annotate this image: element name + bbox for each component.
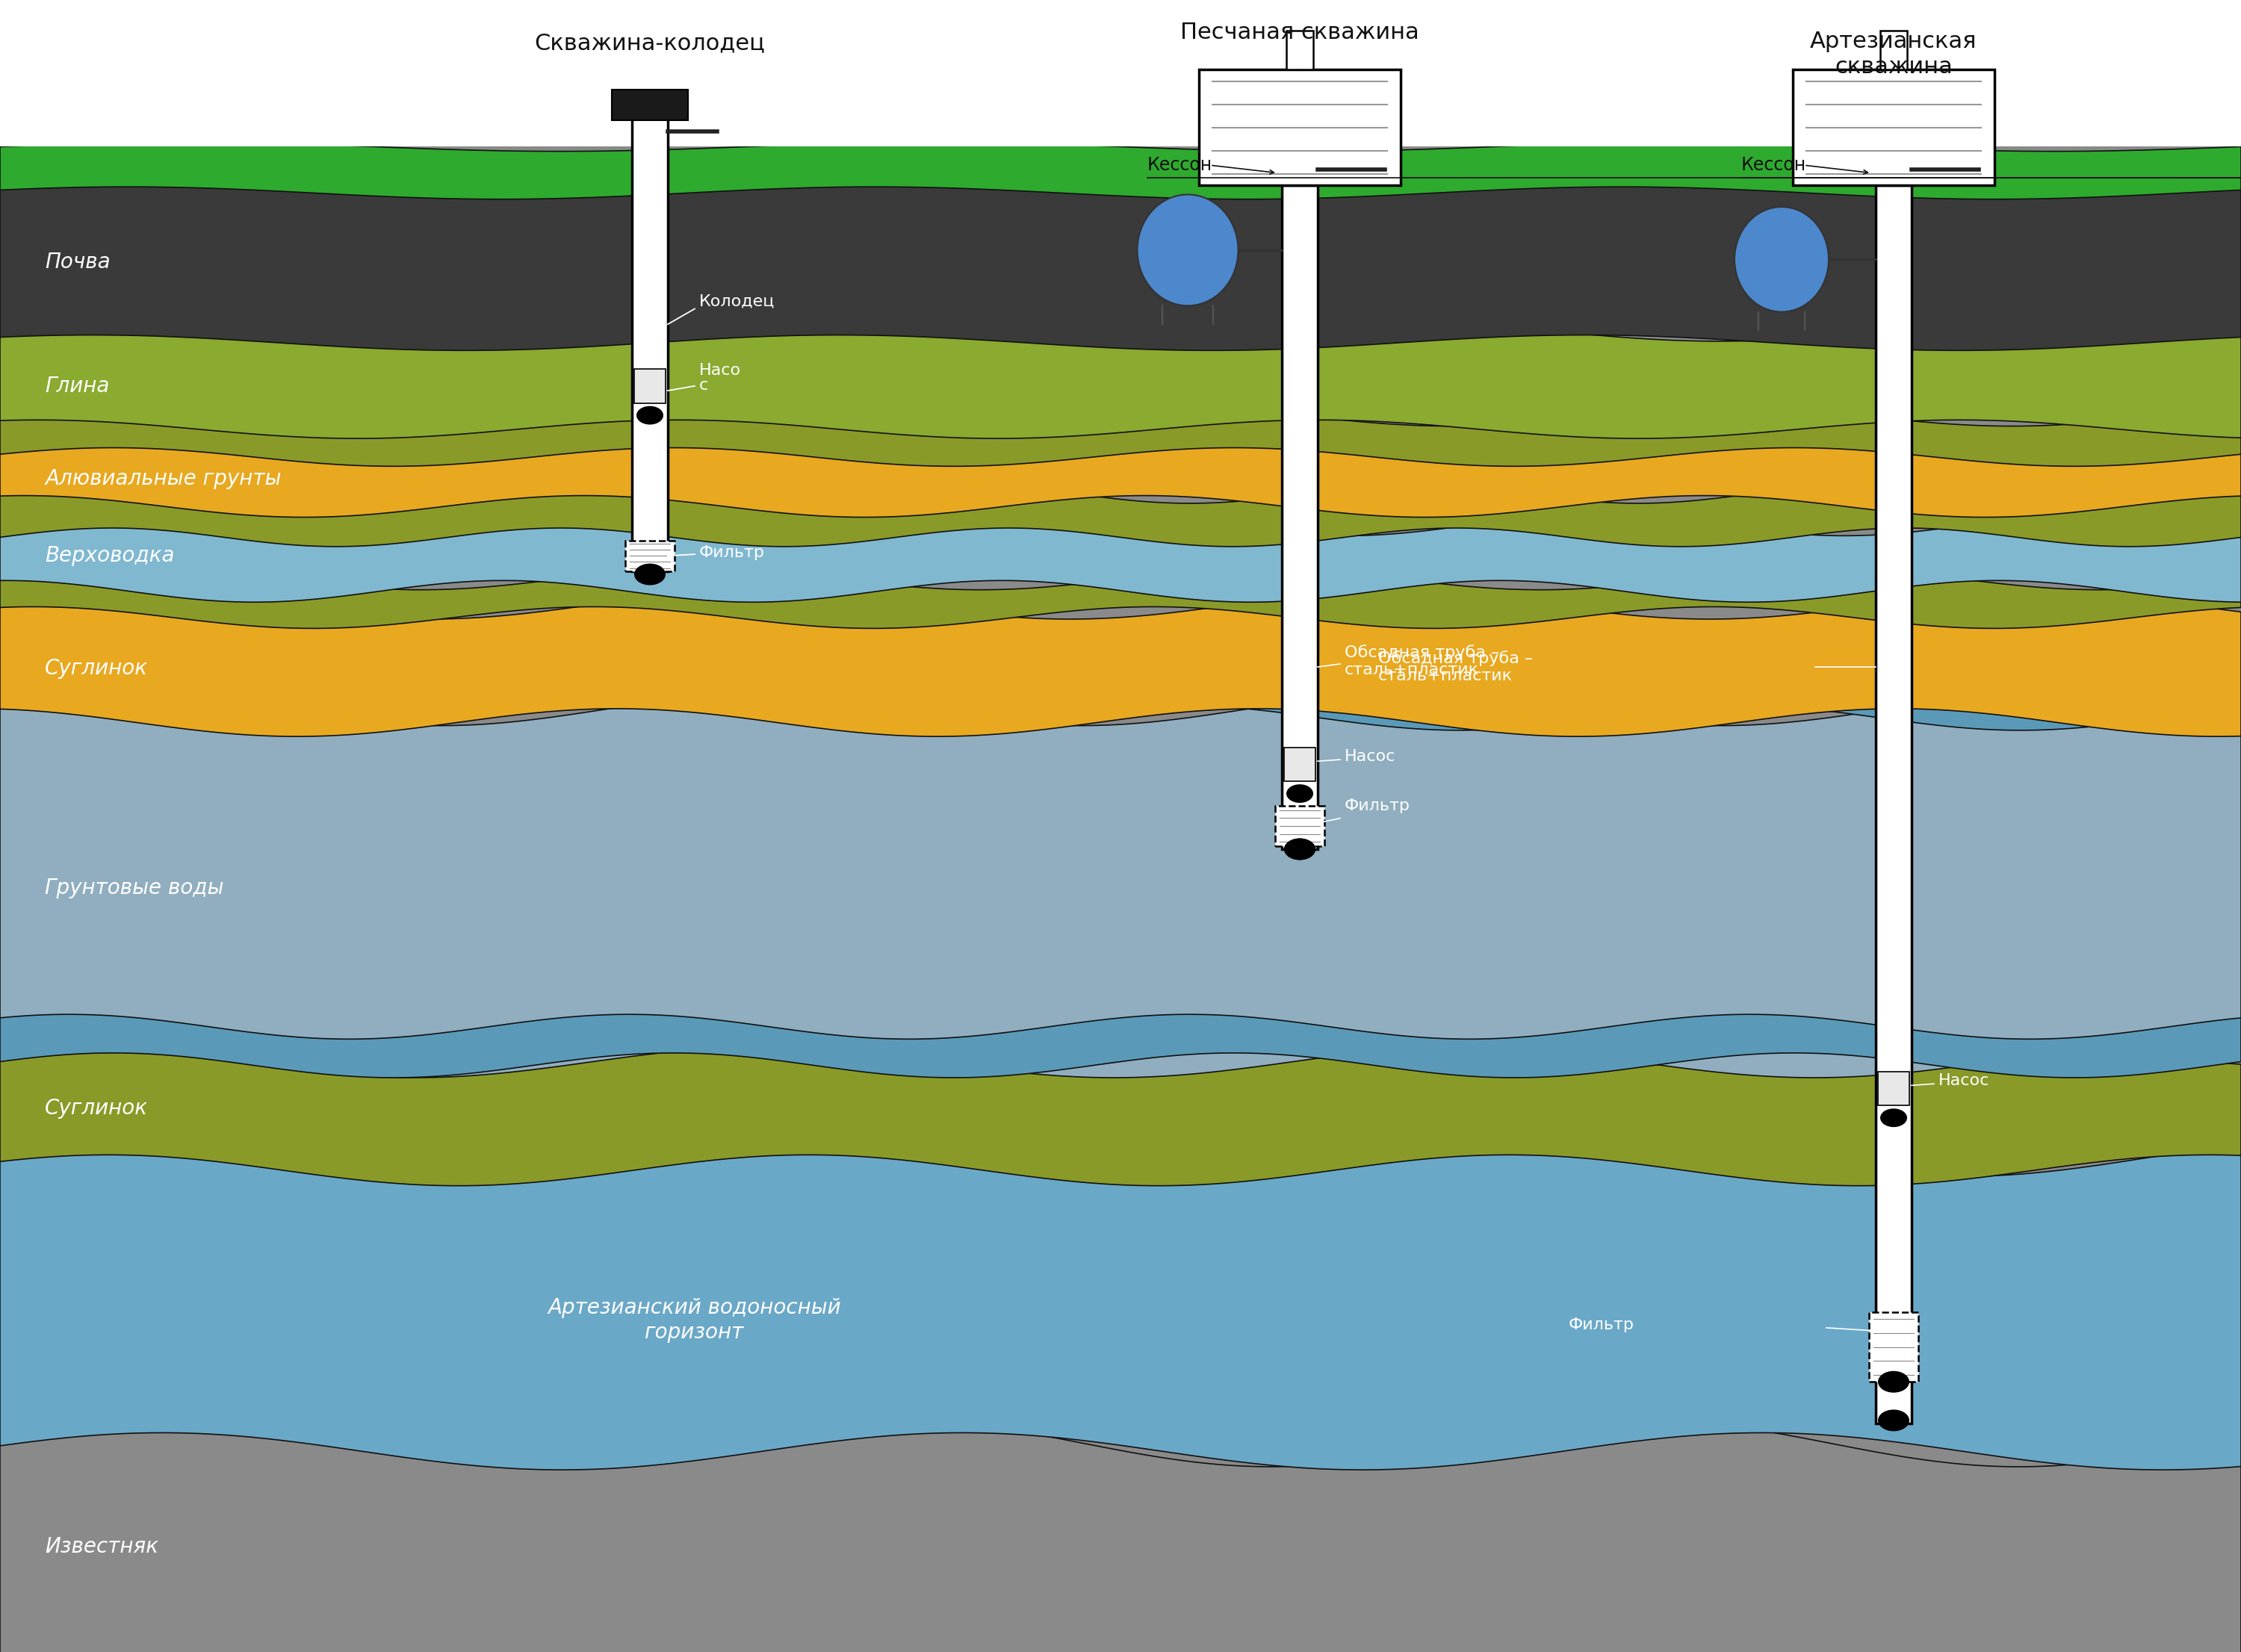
Ellipse shape	[1136, 195, 1237, 306]
Text: Фильтр: Фильтр	[1569, 1317, 1634, 1332]
Text: Колодец: Колодец	[699, 294, 775, 309]
Text: Фильтр: Фильтр	[699, 545, 764, 560]
Circle shape	[1880, 1108, 1907, 1127]
Text: Суглинок: Суглинок	[45, 657, 148, 679]
Text: Скважина-колодец: Скважина-колодец	[536, 33, 764, 55]
Polygon shape	[0, 322, 2241, 438]
Bar	[1880, 31, 1907, 69]
Polygon shape	[0, 484, 2241, 547]
Text: Насос: Насос	[1345, 748, 1396, 763]
Text: Суглинок: Суглинок	[45, 1099, 148, 1118]
Circle shape	[1284, 838, 1315, 861]
Text: Песчаная скважина: Песчаная скважина	[1181, 21, 1419, 43]
Text: Кессон: Кессон	[1147, 157, 1212, 173]
Text: Грунтовые воды: Грунтовые воды	[45, 877, 224, 899]
Bar	[1275, 806, 1324, 846]
Bar	[1286, 31, 1313, 69]
Polygon shape	[0, 568, 2241, 628]
Text: Почва: Почва	[45, 253, 110, 273]
Text: Известняк: Известняк	[45, 1536, 159, 1558]
Text: Насос: Насос	[1938, 1074, 1990, 1089]
Polygon shape	[0, 667, 2241, 730]
Text: Глина: Глина	[45, 375, 110, 396]
Circle shape	[1878, 1409, 1909, 1431]
Polygon shape	[0, 1014, 2241, 1077]
Circle shape	[634, 563, 666, 585]
Polygon shape	[0, 591, 2241, 737]
Text: Артезианский водоносный
горизонт: Артезианский водоносный горизонт	[549, 1297, 840, 1343]
Text: Обсадная труба –
сталь+пластик: Обсадная труба – сталь+пластик	[1378, 651, 1533, 684]
Bar	[1282, 185, 1318, 849]
Bar	[1869, 1312, 1918, 1381]
Text: Верховодка: Верховодка	[45, 545, 175, 567]
Polygon shape	[0, 1140, 2241, 1470]
Text: Алювиальные грунты: Алювиальные грунты	[45, 468, 280, 489]
Bar	[0, 107, 2241, 147]
Polygon shape	[0, 178, 2241, 350]
Circle shape	[1878, 1371, 1909, 1393]
Bar	[1284, 747, 1315, 781]
Circle shape	[636, 406, 663, 425]
Bar	[612, 89, 688, 121]
Polygon shape	[0, 1421, 2241, 1652]
Bar	[1878, 1072, 1909, 1105]
Text: Кессон: Кессон	[1741, 157, 1806, 173]
Polygon shape	[0, 514, 2241, 601]
Text: Обсадная труба –
сталь+пластик: Обсадная труба – сталь+пластик	[1345, 644, 1499, 677]
Bar	[632, 111, 668, 572]
Bar	[634, 368, 666, 403]
Polygon shape	[0, 142, 2241, 200]
Bar	[0, 31, 2241, 147]
Bar	[1793, 69, 1994, 185]
Circle shape	[1284, 838, 1315, 861]
Ellipse shape	[1735, 206, 1829, 312]
Polygon shape	[0, 408, 2241, 466]
Bar	[625, 540, 675, 572]
Bar	[1876, 185, 1912, 1424]
Bar	[1199, 69, 1401, 185]
Polygon shape	[0, 1034, 2241, 1186]
Text: Артезианская
скважина: Артезианская скважина	[1811, 31, 1977, 78]
Circle shape	[1286, 785, 1313, 803]
Polygon shape	[0, 434, 2241, 517]
Text: Насо
с: Насо с	[699, 363, 742, 393]
Text: Фильтр: Фильтр	[1345, 798, 1410, 813]
Polygon shape	[0, 695, 2241, 1077]
